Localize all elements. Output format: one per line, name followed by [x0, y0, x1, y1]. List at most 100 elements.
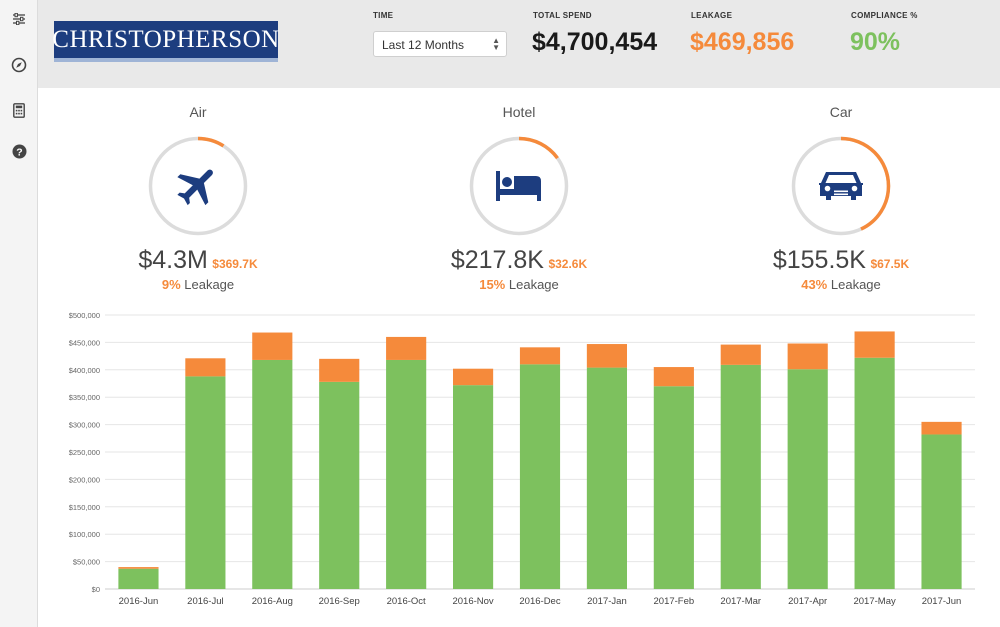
- car-icon: [819, 172, 863, 200]
- category-leakage-pct: 9%: [161, 277, 181, 292]
- y-tick-label: $250,000: [69, 448, 100, 457]
- x-tick-label: 2016-Dec: [519, 596, 560, 607]
- x-tick-label: 2017-Mar: [720, 596, 761, 607]
- bar-compliant[interactable]: [653, 386, 694, 589]
- compliance-value: 90%: [850, 28, 901, 56]
- category-amount-line: $217.8K $32.6K: [419, 246, 619, 275]
- bar-leakage[interactable]: [453, 368, 494, 386]
- category-leakage-line: 43% Leakage: [741, 277, 941, 292]
- leakage-ring-arc: [791, 136, 891, 236]
- bar-leakage[interactable]: [519, 347, 561, 365]
- leakage-ring: [789, 134, 893, 238]
- x-tick-label: 2016-Nov: [452, 596, 493, 607]
- x-tick-label: 2016-Jun: [119, 596, 159, 607]
- total-spend-value: $4,700,454: [532, 28, 658, 56]
- bar-compliant[interactable]: [118, 568, 159, 589]
- explore-button[interactable]: [0, 50, 38, 80]
- x-tick-label: 2017-Apr: [788, 596, 827, 607]
- sliders-icon: [13, 13, 25, 25]
- y-tick-label: $300,000: [69, 421, 100, 430]
- y-tick-label: $400,000: [69, 366, 100, 375]
- category-amount: $4.3M: [138, 246, 208, 274]
- x-tick-label: 2016-Oct: [387, 596, 426, 607]
- leakage-label: LEAKAGE: [691, 11, 733, 20]
- category-leakage-line: 15% Leakage: [419, 277, 619, 292]
- bar-leakage[interactable]: [653, 367, 694, 387]
- category-amount: $217.8K: [450, 246, 544, 274]
- time-select-value: Last 12 Months: [382, 38, 465, 52]
- category-card-car[interactable]: Car $155.5K $67.5K 43% Leakage: [741, 104, 941, 292]
- category-leakage-label: Leakage: [830, 277, 881, 292]
- category-leakage-amount: $67.5K: [870, 257, 910, 271]
- category-leakage-amount: $369.7K: [212, 257, 258, 271]
- bar-leakage[interactable]: [921, 421, 962, 435]
- category-amount: $155.5K: [772, 246, 866, 274]
- bar-leakage[interactable]: [787, 343, 828, 370]
- monthly-spend-chart: $0 $50,000 $100,000 $150,000 $200,000 $250,00…: [69, 311, 975, 607]
- x-tick-label: 2017-Feb: [654, 596, 695, 607]
- bed-icon: [496, 171, 541, 201]
- leakage-ring-arc: [148, 136, 248, 236]
- bar-leakage[interactable]: [252, 332, 293, 360]
- bar-compliant[interactable]: [720, 364, 761, 589]
- x-tick-label: 2017-May: [853, 596, 895, 607]
- y-tick-label: $150,000: [69, 503, 100, 512]
- bar-compliant[interactable]: [252, 359, 293, 589]
- total-spend-label: TOTAL SPEND: [533, 11, 592, 20]
- leakage-value: $469,856: [690, 28, 795, 56]
- category-leakage-label: Leakage: [184, 277, 235, 292]
- calculator-icon: [13, 102, 25, 118]
- bar-compliant[interactable]: [854, 357, 895, 589]
- bar-compliant[interactable]: [519, 364, 561, 589]
- help-button[interactable]: ?: [0, 136, 38, 166]
- bar-leakage[interactable]: [319, 358, 360, 382]
- calculator-button[interactable]: [0, 95, 38, 125]
- category-name: Car: [829, 104, 853, 120]
- y-tick-label: $200,000: [69, 475, 100, 484]
- bar-compliant[interactable]: [319, 381, 360, 589]
- time-select[interactable]: Last 12 Months ▲ ▼: [373, 31, 507, 57]
- bar-leakage[interactable]: [185, 358, 226, 377]
- bar-compliant[interactable]: [386, 359, 427, 589]
- bar-leakage[interactable]: [386, 336, 427, 360]
- company-logo: CHRISTOPHERSON: [52, 21, 280, 62]
- category-card-hotel[interactable]: Hotel $217.8K $32.6K 15% Leakage: [419, 104, 619, 292]
- bar-leakage[interactable]: [118, 567, 159, 569]
- y-tick-label: $50,000: [73, 558, 100, 567]
- compass-icon: [11, 57, 27, 73]
- logo-text: CHRISTOPHERSON: [52, 25, 280, 53]
- y-tick-label: $0: [92, 585, 100, 594]
- select-caret-icon: ▲ ▼: [492, 36, 500, 52]
- category-name: Air: [189, 104, 207, 120]
- bar-compliant[interactable]: [586, 367, 627, 589]
- bar-leakage[interactable]: [586, 344, 627, 368]
- x-tick-label: 2017-Jan: [587, 596, 627, 607]
- time-label: TIME: [373, 11, 394, 20]
- filters-button[interactable]: [0, 4, 38, 34]
- x-tick-label: 2017-Jun: [922, 596, 962, 607]
- sidebar: ?: [0, 0, 38, 627]
- category-leakage-pct: 43%: [801, 277, 828, 292]
- y-tick-label: $500,000: [69, 311, 100, 320]
- category-leakage-line: 9% Leakage: [98, 277, 298, 292]
- category-leakage-pct: 15%: [479, 277, 506, 292]
- compliance-label: COMPLIANCE %: [851, 11, 918, 20]
- bar-compliant[interactable]: [185, 376, 226, 589]
- header-bar: CHRISTOPHERSON TIME Last 12 Months ▲ ▼ TO…: [38, 0, 1000, 88]
- bar-leakage[interactable]: [854, 331, 895, 358]
- category-leakage-amount: $32.6K: [548, 257, 588, 271]
- x-tick-label: 2016-Sep: [319, 596, 360, 607]
- x-tick-label: 2016-Jul: [187, 596, 223, 607]
- svg-text:?: ?: [16, 146, 22, 158]
- bar-leakage[interactable]: [720, 344, 761, 365]
- help-icon: ?: [12, 144, 26, 158]
- bar-compliant[interactable]: [787, 369, 828, 589]
- category-amount-line: $4.3M $369.7K: [98, 246, 298, 275]
- bar-compliant[interactable]: [453, 385, 494, 589]
- airplane-icon: [177, 169, 213, 206]
- category-leakage-label: Leakage: [508, 277, 559, 292]
- bar-compliant[interactable]: [921, 434, 962, 589]
- category-card-air[interactable]: Air $4.3M $369.7K 9% Leakage: [98, 104, 298, 292]
- y-tick-label: $350,000: [69, 393, 100, 402]
- category-name: Hotel: [502, 104, 536, 120]
